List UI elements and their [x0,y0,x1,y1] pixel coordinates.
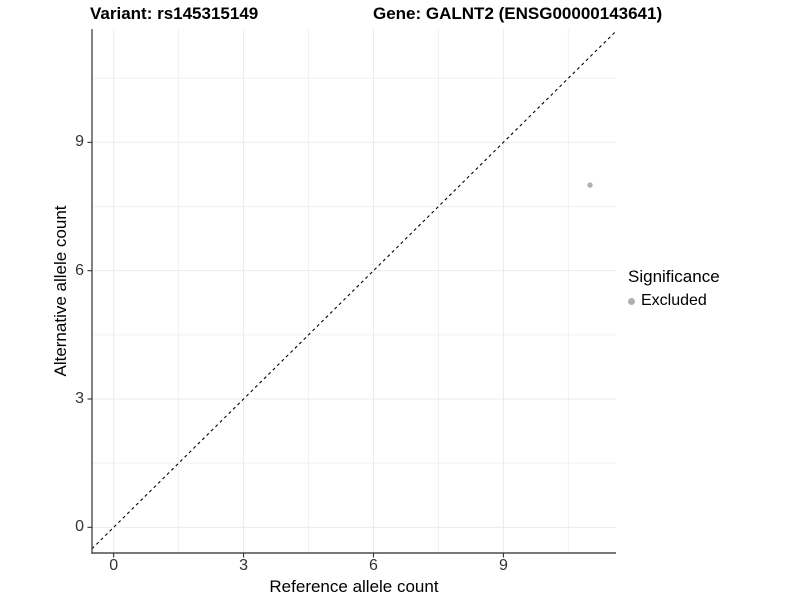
x-tick-label: 6 [369,557,378,574]
identity-dashed-line [91,30,617,550]
legend-entry: Excluded [628,292,720,310]
y-tick-label: 9 [75,133,84,151]
legend-title: Significance [628,267,720,286]
x-tick-label: 3 [239,557,249,574]
y-tick-label: 6 [75,261,84,279]
x-axis-title: Reference allele count [269,577,439,596]
legend-point-swatch [628,297,635,305]
plot-title-variant: Variant: rs145315149 [90,4,259,23]
legend-entry-label: Excluded [641,292,707,309]
x-tick-label: 0 [109,557,119,574]
y-tick-label: 0 [75,518,84,536]
legend-entries: Excluded [628,292,720,310]
x-tick-label: 9 [498,557,508,574]
plot-title-gene: Gene: GALNT2 (ENSG00000143641) [373,4,663,23]
data-point [587,182,593,188]
y-tick-label: 3 [75,390,84,407]
y-axis-title: Alternative allele count [51,205,70,377]
legend: Significance Excluded [628,267,720,310]
